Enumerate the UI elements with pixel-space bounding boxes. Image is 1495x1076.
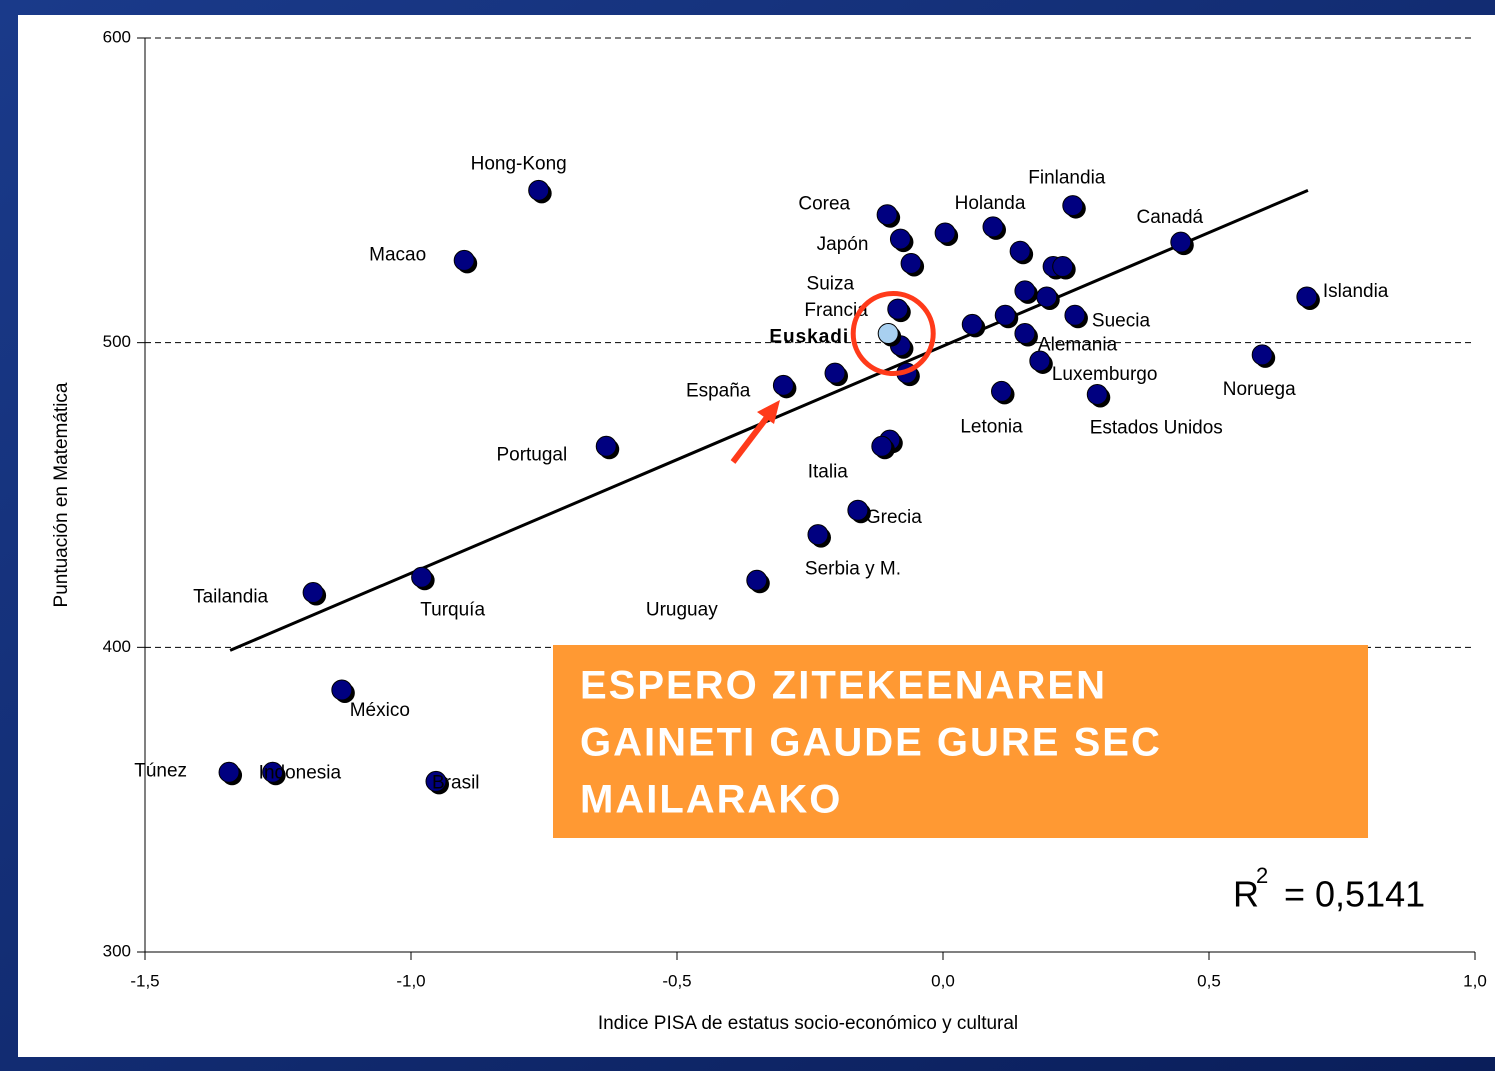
y-axis-label: Puntuación en Matemática [51, 382, 72, 607]
point-label: Corea [798, 194, 850, 215]
point [1064, 304, 1086, 326]
point-label: Alemania [1038, 335, 1118, 356]
point [1062, 195, 1084, 217]
x-tick-label: 1,0 [1463, 971, 1487, 990]
y-tick-label: 300 [103, 941, 131, 960]
arrow-shaft [730, 414, 771, 464]
point [1014, 280, 1036, 302]
point [1170, 231, 1192, 253]
point-label: Holanda [955, 193, 1026, 214]
point-label: Finlandia [1028, 168, 1106, 189]
point [1052, 256, 1074, 277]
x-tick-label: 0,5 [1197, 971, 1221, 990]
point [1009, 240, 1031, 262]
point-label: Túnez [134, 760, 187, 781]
plot: 300 400 500 600 -1,5 -1,0 -0,5 0,0 0,5 1,0 Hong-Ko… [103, 27, 1487, 990]
point [887, 298, 909, 320]
x-axis-label: Indice PISA de estatus socio-económico y… [598, 1013, 1018, 1034]
highlight-ring [850, 291, 936, 377]
point [1086, 383, 1108, 405]
point-label: Luxemburgo [1052, 364, 1158, 385]
point-label: Japón [817, 234, 869, 255]
callout-box [553, 645, 1368, 838]
point [1029, 350, 1051, 372]
point-label: Italia [808, 461, 849, 482]
point [1251, 344, 1273, 366]
point [411, 566, 433, 588]
r2-sup: 2 [1256, 863, 1268, 888]
point-label: Grecia [866, 507, 922, 528]
point [772, 374, 794, 396]
point [994, 304, 1016, 326]
point-label: Macao [369, 244, 426, 265]
point-label: Portugal [496, 444, 567, 465]
x-tick-label: 0,0 [931, 971, 955, 990]
point [331, 679, 353, 701]
point-label: Euskadi [769, 327, 849, 348]
point-label: México [350, 700, 410, 721]
x-tick-label: -1,5 [130, 971, 159, 990]
point-label: Suiza [807, 273, 855, 294]
callout-text: GAINETI GAUDE GURE SEC [580, 721, 1162, 765]
callout-text: MAILARAKO [580, 778, 842, 822]
point-label: Uruguay [646, 599, 718, 620]
point-label: Islandia [1323, 281, 1389, 302]
point-label: Indonesia [259, 762, 342, 783]
point-label: Serbia y M. [805, 559, 901, 580]
point [262, 761, 284, 783]
r2-text: = 0,5141 [1284, 874, 1425, 915]
point-label: Estados Unidos [1090, 417, 1223, 438]
point [1036, 286, 1058, 308]
point [302, 581, 324, 603]
plot-panel [18, 15, 1495, 1057]
point [877, 323, 899, 345]
point [934, 222, 956, 244]
point-label: Suecia [1092, 310, 1151, 331]
point [218, 761, 240, 783]
point-label: Canadá [1137, 207, 1204, 228]
y-tick-label: 500 [103, 332, 131, 351]
point [595, 435, 617, 457]
point [991, 380, 1013, 402]
point [847, 499, 869, 521]
point [807, 524, 829, 546]
callout-text: ESPERO ZITEKEENAREN [580, 664, 1107, 708]
point [876, 204, 898, 226]
x-tick-label: -0,5 [662, 971, 691, 990]
point [528, 179, 550, 201]
point-label: Francia [804, 300, 868, 321]
y-tick-label: 400 [103, 637, 131, 656]
r2-base: R [1233, 874, 1259, 915]
point-label: Noruega [1223, 379, 1296, 400]
point-label: Letonia [960, 416, 1023, 437]
x-tick-label: -1,0 [396, 971, 425, 990]
y-tick-label: 600 [103, 27, 131, 46]
point [1014, 323, 1036, 345]
point [871, 435, 893, 457]
arrow-head [757, 400, 780, 424]
point-label: Hong-Kong [471, 153, 567, 174]
point [453, 249, 475, 271]
point [900, 252, 922, 274]
point [961, 313, 983, 335]
point-label: España [686, 380, 751, 401]
point [889, 228, 911, 250]
point [982, 216, 1004, 238]
point [746, 569, 768, 591]
point-label: Brasil [432, 772, 480, 793]
point-label: Turquía [420, 599, 485, 620]
point [1296, 286, 1318, 308]
point-label: Tailandia [193, 587, 268, 608]
point [824, 362, 846, 384]
point [425, 770, 447, 792]
